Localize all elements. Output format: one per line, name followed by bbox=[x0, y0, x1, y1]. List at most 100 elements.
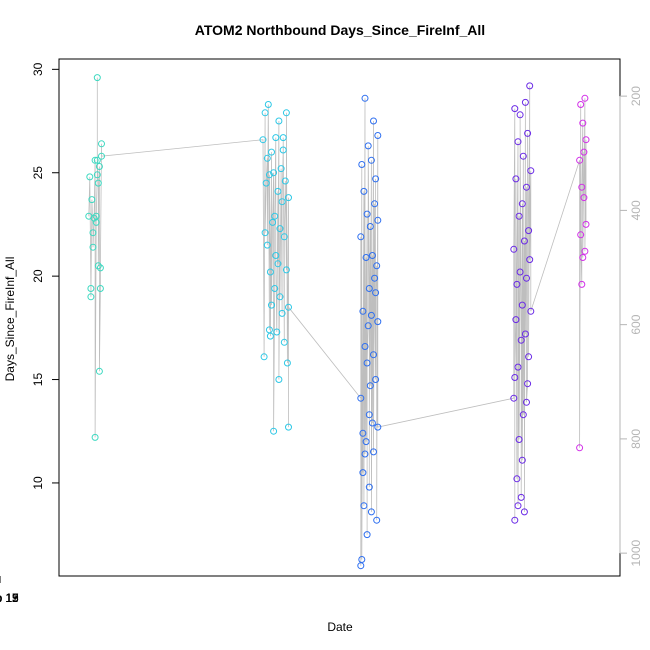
data-point bbox=[519, 411, 527, 419]
data-point bbox=[360, 502, 368, 510]
data-point bbox=[512, 316, 520, 324]
data-point bbox=[90, 214, 98, 222]
data-point bbox=[511, 374, 519, 381]
data-point bbox=[364, 142, 372, 150]
data-point bbox=[98, 140, 105, 148]
data-point bbox=[527, 307, 535, 315]
data-point bbox=[366, 382, 374, 390]
data-point bbox=[270, 427, 278, 435]
data-point bbox=[520, 237, 528, 245]
data-point bbox=[580, 148, 588, 156]
data-point bbox=[363, 359, 371, 367]
y-axis-left: 10 15 20 25 30 bbox=[31, 62, 60, 490]
x-tick-label: Feb 17 bbox=[0, 591, 19, 605]
data-point bbox=[374, 132, 382, 139]
data-point bbox=[94, 179, 102, 187]
data-point bbox=[89, 243, 97, 251]
data-point bbox=[263, 154, 271, 162]
data-point bbox=[98, 152, 105, 160]
data-point bbox=[357, 394, 365, 402]
data-point bbox=[278, 309, 286, 317]
data-point bbox=[524, 380, 532, 388]
data-point bbox=[93, 171, 101, 179]
data-point bbox=[275, 117, 283, 125]
data-point bbox=[517, 336, 525, 344]
data-point bbox=[94, 262, 102, 270]
data-point bbox=[86, 173, 94, 181]
data-point bbox=[580, 194, 588, 202]
data-point bbox=[279, 146, 287, 154]
x-tick-label: Feb 11 bbox=[0, 591, 19, 605]
data-point bbox=[510, 394, 518, 402]
data-point bbox=[283, 359, 291, 367]
data-point bbox=[262, 179, 270, 187]
data-point bbox=[577, 101, 585, 108]
data-point bbox=[576, 156, 584, 164]
data-point bbox=[362, 254, 370, 261]
y-tick-label: 30 bbox=[31, 62, 45, 76]
data-point bbox=[514, 363, 522, 371]
data-points-layer bbox=[85, 74, 590, 570]
data-point bbox=[373, 262, 381, 270]
data-point bbox=[370, 351, 377, 359]
data-point bbox=[366, 223, 374, 230]
data-point bbox=[260, 353, 268, 361]
data-point bbox=[280, 233, 288, 241]
data-point bbox=[96, 264, 104, 272]
data-point bbox=[527, 167, 535, 175]
data-point bbox=[361, 94, 369, 102]
data-point bbox=[269, 218, 277, 226]
data-point bbox=[579, 119, 587, 127]
data-point bbox=[365, 411, 373, 419]
y-axis-label: Days_Since_FireInf_All bbox=[3, 257, 17, 382]
data-point bbox=[372, 376, 380, 383]
data-point bbox=[372, 289, 380, 297]
data-point bbox=[285, 194, 292, 202]
data-point bbox=[521, 330, 529, 338]
data-point bbox=[367, 311, 375, 319]
series-connecting-line bbox=[88, 77, 587, 566]
data-point bbox=[274, 260, 282, 268]
data-point bbox=[357, 233, 365, 241]
data-point bbox=[268, 148, 275, 156]
x-tick-label: Feb 19 bbox=[0, 591, 19, 605]
data-point bbox=[523, 183, 530, 191]
data-point bbox=[371, 274, 379, 282]
data-point bbox=[93, 74, 101, 82]
data-point bbox=[519, 152, 527, 160]
data-point bbox=[577, 231, 585, 239]
data-point bbox=[280, 338, 288, 346]
data-point bbox=[581, 94, 589, 102]
data-point bbox=[271, 212, 279, 220]
data-point bbox=[524, 129, 532, 137]
data-point bbox=[518, 301, 526, 309]
data-point bbox=[93, 156, 101, 164]
data-point bbox=[282, 266, 290, 274]
data-point bbox=[264, 101, 272, 108]
y-tick-label: 15 bbox=[31, 373, 45, 387]
data-point bbox=[372, 175, 380, 183]
data-point bbox=[578, 183, 586, 191]
data-point bbox=[361, 343, 369, 350]
data-point bbox=[576, 444, 584, 452]
data-point bbox=[514, 138, 522, 146]
data-point bbox=[285, 423, 292, 431]
y2-tick-label: 400 bbox=[629, 200, 643, 220]
data-point bbox=[272, 134, 280, 142]
data-point bbox=[95, 367, 103, 375]
data-point bbox=[91, 156, 99, 164]
x-axis: Feb 11Feb 13Feb 15Feb 17Feb 19 bbox=[0, 576, 19, 605]
y2-tick-label: 200 bbox=[629, 86, 643, 106]
data-point bbox=[374, 318, 382, 326]
data-point bbox=[581, 247, 589, 255]
data-point bbox=[278, 198, 286, 206]
y-axis-right: 200 400 600 800 1000 bbox=[619, 86, 643, 567]
data-point bbox=[88, 196, 96, 204]
data-point bbox=[276, 225, 284, 233]
x-tick-label: Feb 15 bbox=[0, 591, 19, 605]
plot-area-frame bbox=[58, 58, 621, 577]
data-point bbox=[358, 161, 366, 168]
data-point bbox=[265, 171, 273, 179]
data-point bbox=[521, 98, 529, 106]
